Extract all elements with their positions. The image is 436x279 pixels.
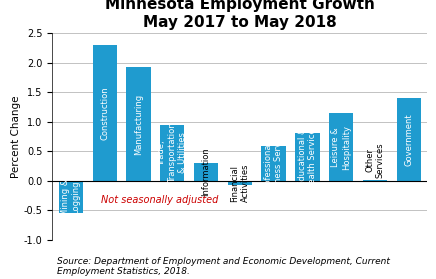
Text: Leisure &
Hospitality: Leisure & Hospitality bbox=[331, 124, 351, 170]
Bar bbox=[295, 133, 320, 181]
Bar bbox=[228, 181, 252, 185]
Text: Manufacturing: Manufacturing bbox=[134, 93, 143, 155]
Text: Other
Services: Other Services bbox=[365, 142, 385, 178]
Bar bbox=[396, 98, 421, 181]
Text: Source: Department of Employment and Economic Development, Current
Employment St: Source: Department of Employment and Eco… bbox=[57, 257, 389, 276]
Y-axis label: Percent Change: Percent Change bbox=[11, 95, 21, 178]
Text: Financial
Activities: Financial Activities bbox=[230, 164, 249, 202]
Text: Government: Government bbox=[404, 113, 413, 166]
Bar bbox=[126, 67, 150, 181]
Bar bbox=[262, 146, 286, 181]
Text: Not seasonally adjusted: Not seasonally adjusted bbox=[101, 195, 218, 205]
Text: Trade,
Transportation
& Utilities: Trade, Transportation & Utilities bbox=[157, 122, 187, 183]
Bar bbox=[92, 45, 117, 181]
Text: Educational &
Health Services: Educational & Health Services bbox=[298, 124, 317, 190]
Bar bbox=[160, 125, 184, 181]
Title: Minnesota Employment Growth
May 2017 to May 2018: Minnesota Employment Growth May 2017 to … bbox=[105, 0, 375, 30]
Bar bbox=[329, 113, 353, 181]
Bar bbox=[194, 163, 218, 181]
Text: Professional &
Business Services: Professional & Business Services bbox=[264, 126, 283, 201]
Text: Information: Information bbox=[201, 148, 211, 196]
Text: Mining &
Logging: Mining & Logging bbox=[61, 179, 81, 216]
Text: Construction: Construction bbox=[100, 86, 109, 140]
Bar bbox=[59, 181, 83, 213]
Bar bbox=[363, 180, 387, 181]
